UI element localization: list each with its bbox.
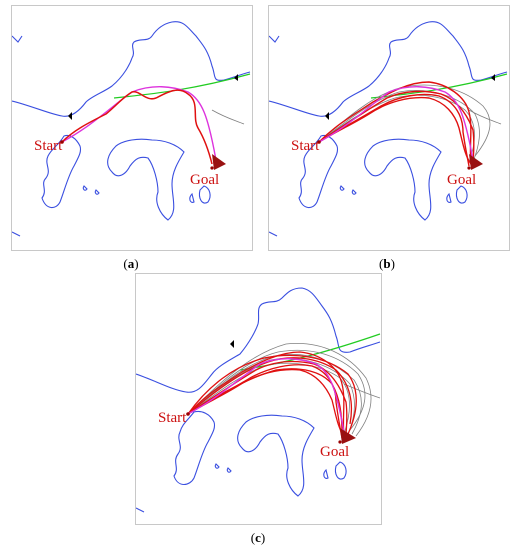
coastline xyxy=(269,21,508,237)
caption-a: (a) xyxy=(123,256,139,271)
start-label: Start xyxy=(291,138,320,154)
panel-a-map xyxy=(12,21,251,237)
goal-marker xyxy=(469,154,483,170)
caption-b: (b) xyxy=(379,256,395,271)
optimal-path xyxy=(61,86,217,161)
other-paths xyxy=(187,342,381,437)
coastline xyxy=(12,21,251,237)
caption-c-letter: c xyxy=(255,530,261,545)
goal-point xyxy=(210,166,214,170)
caption-b-letter: b xyxy=(383,256,391,271)
panel-c-map xyxy=(136,287,381,513)
caption-c: (c) xyxy=(250,530,266,545)
start-point xyxy=(317,140,321,144)
vessel-marker xyxy=(325,112,329,120)
goal-marker xyxy=(212,154,226,170)
vessel-marker xyxy=(68,112,72,120)
vessel-marker xyxy=(234,74,238,81)
other-path xyxy=(211,109,245,125)
start-point xyxy=(60,140,64,144)
vessel-marker xyxy=(230,340,234,348)
goal-label: Goal xyxy=(447,172,477,188)
reference-path xyxy=(113,73,251,99)
start-label: Start xyxy=(34,138,63,154)
start-point xyxy=(186,412,190,416)
optimal-path xyxy=(318,86,474,161)
goal-point xyxy=(467,166,471,170)
optimal-path xyxy=(187,358,345,433)
goal-label: Goal xyxy=(190,172,220,188)
panel-c: Start Goal xyxy=(135,273,382,525)
panel-b: Start Goal xyxy=(268,5,510,251)
caption-a-letter: a xyxy=(127,256,135,271)
sampled-path xyxy=(61,89,213,165)
goal-point xyxy=(338,440,342,444)
vessel-marker xyxy=(491,74,495,81)
panel-a: Start Goal xyxy=(11,5,253,251)
start-label: Start xyxy=(158,410,187,426)
goal-marker xyxy=(340,428,356,444)
coastline xyxy=(136,287,381,513)
goal-label: Goal xyxy=(320,444,350,460)
panel-b-map xyxy=(269,21,508,237)
sampled-paths xyxy=(187,351,357,439)
